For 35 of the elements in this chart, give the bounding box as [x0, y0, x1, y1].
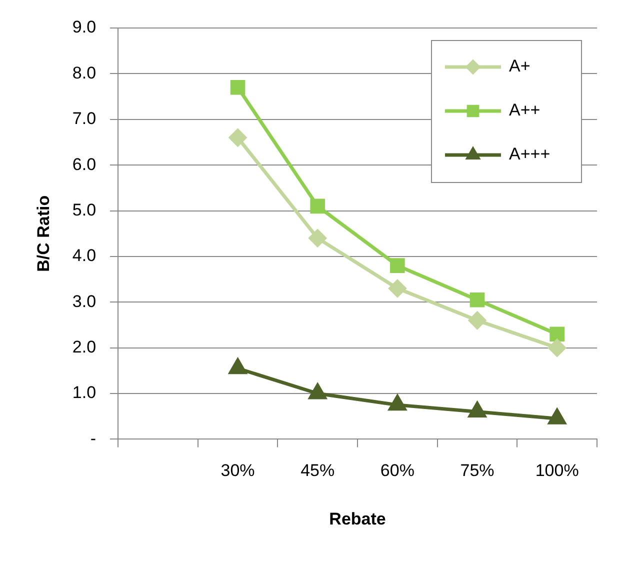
y-tick-label: 7.0	[72, 109, 96, 128]
legend-label: A+	[509, 56, 530, 76]
y-tick-label: 5.0	[72, 200, 96, 220]
point	[548, 408, 566, 424]
x-tick-label: 60%	[380, 461, 414, 480]
point	[229, 358, 246, 374]
point	[229, 128, 247, 146]
point	[550, 326, 564, 342]
y-tick-label: 9.0	[72, 18, 96, 37]
point	[468, 312, 486, 330]
y-tick-label: 6.0	[72, 154, 96, 174]
y-tick-label: 4.0	[72, 246, 96, 266]
x-tick-label: 75%	[460, 461, 494, 480]
y-tick-label: 1.0	[72, 383, 96, 402]
y-tick-label: 3.0	[72, 292, 96, 311]
point	[308, 384, 326, 400]
point	[468, 402, 486, 418]
point	[548, 339, 566, 357]
legend-label: A++	[509, 100, 540, 120]
x-axis-title: Rebate	[329, 509, 386, 528]
point	[388, 395, 406, 411]
y-tick-label: -	[90, 428, 96, 448]
point	[310, 198, 326, 214]
y-tick-label: 2.0	[72, 338, 96, 357]
point	[308, 229, 326, 247]
point	[388, 280, 406, 298]
x-tick-label: 45%	[300, 461, 335, 480]
y-axis-title: B/C Ratio	[34, 195, 53, 272]
point	[470, 292, 485, 308]
x-tick-label: 100%	[535, 461, 579, 480]
point	[390, 258, 405, 273]
legend-label: A+++	[509, 144, 550, 164]
y-tick-label: 8.0	[72, 63, 96, 82]
point	[230, 80, 246, 95]
x-tick-label: 30%	[220, 461, 255, 480]
